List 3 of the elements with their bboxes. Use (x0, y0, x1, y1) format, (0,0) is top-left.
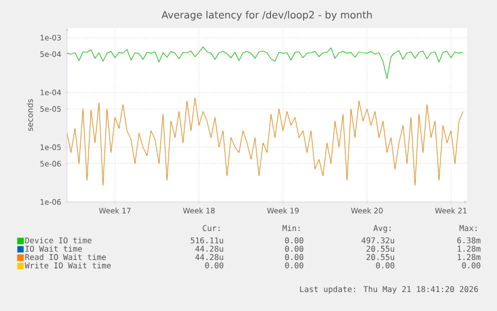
line-series (67, 97, 464, 186)
line-series (67, 46, 464, 79)
chart-title: Average latency for /dev/loop2 - by month (162, 10, 372, 21)
